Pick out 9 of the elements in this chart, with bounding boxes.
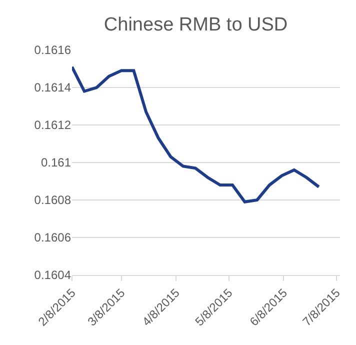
y-tick-label: 0.1604: [34, 268, 72, 282]
chart-title: Chinese RMB to USD: [104, 14, 288, 36]
y-tick-label: 0.1616: [34, 43, 72, 58]
y-tick-label: 0.161: [40, 156, 72, 170]
y-tick-label: 0.1608: [34, 193, 72, 208]
y-tick-label: 0.1612: [34, 118, 72, 132]
line-series: [72, 65, 320, 204]
y-tick-label: 0.1614: [34, 80, 72, 95]
y-tick-label: 0.1606: [34, 230, 72, 245]
